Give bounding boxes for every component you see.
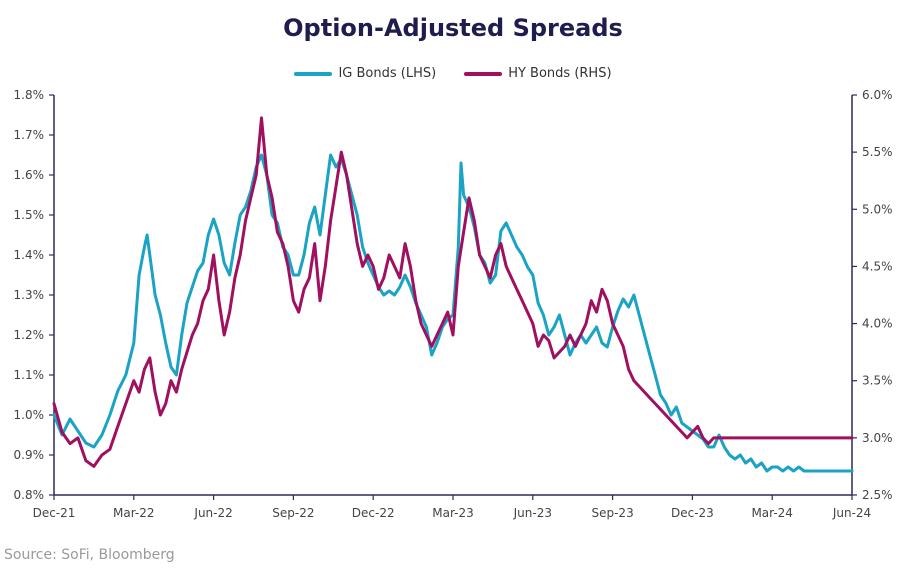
source-note: Source: SoFi, Bloomberg	[4, 547, 175, 563]
chart-title: Option-Adjusted Spreads	[283, 14, 623, 42]
x-tick-label: Jun-24	[832, 506, 871, 520]
left-tick-label: 1.4%	[14, 248, 45, 262]
x-tick-label: Mar-24	[751, 506, 792, 520]
legend-label-hy: HY Bonds (RHS)	[508, 66, 612, 81]
x-tick-label: Dec-22	[352, 506, 395, 520]
right-tick-label: 6.0%	[862, 88, 893, 102]
right-tick-label: 3.0%	[862, 431, 893, 445]
hy-bonds-line	[52, 116, 854, 468]
legend-swatch-ig	[294, 71, 333, 76]
left-tick-label: 1.6%	[14, 168, 45, 182]
x-tick-label: Mar-23	[432, 506, 473, 520]
left-tick-label: 1.0%	[14, 408, 45, 422]
right-tick-label: 5.0%	[862, 202, 893, 216]
x-tick-label: Dec-21	[33, 506, 76, 520]
right-tick-label: 5.5%	[862, 145, 893, 159]
legend: IG Bonds (LHS) HY Bonds (RHS)	[0, 66, 906, 81]
right-tick-label: 4.0%	[862, 317, 893, 331]
left-tick-label: 1.2%	[14, 328, 45, 342]
x-tick-label: Jun-23	[513, 506, 552, 520]
left-tick-label: 0.8%	[14, 488, 45, 502]
left-tick-label: 1.1%	[14, 368, 45, 382]
right-tick-label: 2.5%	[862, 488, 893, 502]
legend-item-hy: HY Bonds (RHS)	[464, 66, 612, 81]
left-tick-label: 1.3%	[14, 288, 45, 302]
left-tick-label: 0.9%	[14, 448, 45, 462]
x-tick-label: Dec-23	[671, 506, 714, 520]
right-tick-label: 3.5%	[862, 374, 893, 388]
x-tick-label: Mar-22	[113, 506, 154, 520]
right-tick-label: 4.5%	[862, 259, 893, 273]
legend-item-ig: IG Bonds (LHS)	[294, 66, 436, 81]
legend-swatch-hy	[464, 71, 503, 76]
left-tick-label: 1.8%	[14, 88, 45, 102]
x-tick-label: Sep-23	[591, 506, 633, 520]
x-tick-label: Jun-22	[193, 506, 232, 520]
ig-bonds-line	[52, 153, 854, 473]
legend-label-ig: IG Bonds (LHS)	[338, 66, 437, 81]
left-tick-label: 1.5%	[14, 208, 45, 222]
x-tick-label: Sep-22	[272, 506, 314, 520]
left-tick-label: 1.7%	[14, 128, 45, 142]
